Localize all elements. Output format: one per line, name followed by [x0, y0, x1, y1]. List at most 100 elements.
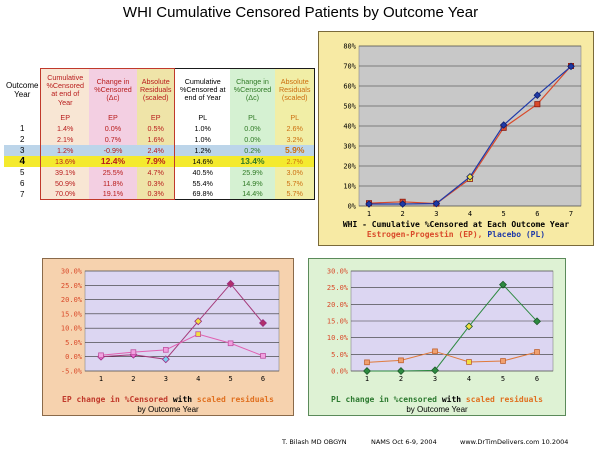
cumulative-chart-caption: WHI - Cumulative %Censored at Each Outco…: [319, 220, 593, 239]
data-point: [499, 121, 508, 129]
data-point: [432, 348, 438, 355]
header-ep-change: Change in %Censored (Δc): [88, 68, 137, 112]
caption-line: WHI - Cumulative %Censored at Each Outco…: [342, 220, 570, 229]
x-tick-label: 3: [164, 375, 168, 383]
table-cell: 3.0%: [274, 166, 316, 178]
table-cell: 6: [20, 178, 25, 188]
group-label: EP: [40, 111, 89, 123]
header-outcome-year: Outcome Year: [6, 80, 39, 99]
data-point: [567, 62, 575, 71]
data-point: [432, 199, 441, 208]
y-tick-label: 5.0%: [331, 351, 349, 359]
y-tick-label: 0.0%: [65, 353, 83, 361]
data-point: [533, 317, 541, 326]
header-pl-residuals: Absolute Residuals (scaled): [274, 68, 316, 112]
table-cell: 2.6%: [274, 122, 316, 134]
table-cell: 2.1%: [40, 133, 89, 145]
table-cell: 69.8%: [174, 188, 230, 200]
table-cell: 0.0%: [229, 133, 275, 145]
data-point: [365, 200, 373, 208]
table-cell: 5: [20, 167, 25, 177]
y-tick-label: 0.0%: [331, 368, 349, 376]
data-point: [398, 200, 407, 208]
data-point: [500, 358, 506, 364]
y-tick-label: 15.0%: [61, 310, 83, 318]
data-point: [227, 340, 234, 347]
table-cell: 5.9%: [274, 144, 316, 156]
cumulative-chart: 0% 10% 20% 30% 40% 50% 60% 70% 80% 1 2 3 4 5 6 7: [343, 43, 582, 218]
data-point: [534, 349, 540, 355]
data-point: [397, 367, 405, 375]
series-line: [100, 333, 264, 357]
table-row: 2 2.1% 0.7% 1.6% 1.0% 0.0% 3.2%: [4, 133, 316, 145]
header-pl-change: Change in %Censored (Δc): [229, 68, 275, 112]
x-tick-label: 1: [99, 375, 103, 383]
table-cell: 4: [4, 155, 41, 167]
table-cell: 25.5%: [88, 166, 137, 178]
table-group-row: EP EP EP PL PL PL: [4, 111, 316, 123]
y-tick-label: 0%: [348, 203, 357, 211]
y-tick-label: 25.0%: [327, 284, 349, 292]
header-ep-residuals: Absolute Residuals (scaled): [136, 68, 176, 112]
cumulative-chart-panel: 0% 10% 20% 30% 40% 50% 60% 70% 80% 1 2 3 4 5 6 7 WHI - …: [318, 31, 594, 246]
caption-sub: by Outcome Year: [137, 404, 199, 414]
data-point: [161, 355, 170, 364]
data-point: [363, 367, 371, 375]
x-tick-label: 3: [433, 375, 437, 383]
data-point: [226, 279, 235, 288]
outcome-table: Outcome Year Cumulative %Censored at end…: [4, 68, 316, 200]
pl-change-chart-panel: 0.0% 5.0% 10.0% 15.0% 20.0% 25.0% 30.0% 1 2 3 4 5 6 …: [308, 258, 566, 416]
data-point: [130, 349, 137, 355]
y-tick-label: 5.0%: [65, 339, 83, 347]
ep-change-chart-panel: -5.0% 0.0% 5.0% 10.0% 15.0% 20.0% 25.0% 30.0% 1 2…: [42, 258, 294, 416]
table-header-row: Outcome Year Cumulative %Censored at end…: [4, 68, 316, 112]
footer-meeting: NAMS Oct 6-9, 2004: [371, 438, 437, 446]
footer-site: www.DrTimDelivers.com 10.2004: [460, 438, 569, 446]
x-tick-label: 7: [569, 210, 573, 218]
y-tick-label: 30.0%: [61, 268, 83, 276]
caption-ep-change: EP change in %Censored: [62, 395, 168, 404]
y-tick-label: 20%: [343, 163, 356, 171]
caption-pl: Placebo (PL): [487, 229, 546, 239]
table-cell: 0.3%: [136, 188, 176, 200]
data-point: [260, 353, 266, 359]
table-cell: 0.5%: [136, 122, 176, 134]
table-cell: 1.6%: [136, 133, 176, 145]
x-tick-label: 5: [228, 375, 232, 383]
y-tick-label: 30.0%: [327, 268, 349, 276]
x-tick-label: 2: [401, 210, 405, 218]
y-tick-label: 15.0%: [327, 318, 349, 326]
data-point: [534, 101, 541, 108]
x-tick-label: 5: [502, 210, 506, 218]
table-cell: 13.6%: [40, 155, 89, 167]
data-point: [98, 352, 104, 359]
table-cell: 3.2%: [274, 133, 316, 145]
x-tick-label: 6: [535, 210, 539, 218]
table-cell: 14.4%: [229, 188, 275, 200]
data-point: [499, 280, 507, 289]
pl-change-chart: 0.0% 5.0% 10.0% 15.0% 20.0% 25.0% 30.0% 1 2 3 4 5 6: [327, 268, 554, 383]
data-point: [431, 366, 439, 375]
group-label: PL: [274, 111, 316, 123]
y-tick-label: 10.0%: [61, 325, 83, 333]
table-cell: 50.9%: [40, 177, 89, 189]
footer-author: T. Bilash MD OBGYN: [282, 438, 347, 446]
page-title: WHI Cumulative Censored Patients by Outc…: [122, 4, 479, 21]
table-row: 5 39.1% 25.5% 4.7% 40.5% 25.9% 3.0%: [4, 166, 316, 178]
table-cell: 0.2%: [229, 144, 275, 156]
table-cell: 55.4%: [174, 177, 230, 189]
caption-sub: by Outcome Year: [406, 404, 468, 414]
x-tick-label: 4: [468, 210, 472, 218]
data-point: [466, 173, 474, 181]
table-cell: 13.4%: [229, 155, 275, 167]
table-cell: 0.0%: [229, 122, 275, 134]
caption-with: with: [172, 395, 193, 404]
caption-residuals: scaled residuals: [196, 395, 274, 404]
data-point: [163, 347, 169, 353]
table-cell: 40.5%: [174, 166, 230, 178]
table-cell: 4.7%: [136, 166, 176, 178]
table-cell: 5.7%: [274, 188, 316, 200]
table-cell: 19.1%: [88, 188, 137, 200]
caption-residuals: scaled residuals: [465, 395, 543, 404]
series-line: [100, 283, 264, 360]
